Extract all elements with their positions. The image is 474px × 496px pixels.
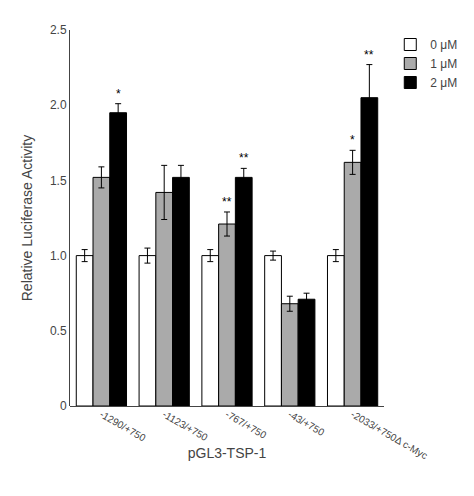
svg-text:*: *	[350, 133, 355, 147]
svg-text:2.0: 2.0	[50, 98, 67, 112]
svg-text:1.0: 1.0	[50, 249, 67, 263]
svg-text:-43/+750: -43/+750	[286, 409, 326, 439]
svg-text:**: **	[222, 195, 232, 209]
svg-text:-2033/+750Δ c-Myc: -2033/+750Δ c-Myc	[349, 409, 429, 462]
svg-text:**: **	[364, 48, 374, 62]
svg-text:*: *	[116, 87, 121, 101]
svg-text:pGL3-TSP-1: pGL3-TSP-1	[188, 445, 267, 461]
svg-text:1 μM: 1 μM	[430, 57, 457, 71]
svg-text:0: 0	[60, 399, 67, 413]
svg-text:-767/+750: -767/+750	[224, 409, 269, 441]
svg-text:2.5: 2.5	[50, 23, 67, 37]
svg-text:-1123/+750: -1123/+750	[161, 409, 210, 444]
svg-text:1.5: 1.5	[50, 174, 67, 188]
svg-text:Relative Luciferase Activity: Relative Luciferase Activity	[19, 135, 35, 302]
svg-text:2 μM: 2 μM	[430, 76, 457, 90]
svg-text:-1290/+750: -1290/+750	[98, 409, 148, 444]
svg-text:0 μM: 0 μM	[430, 38, 457, 52]
svg-text:0.5: 0.5	[50, 324, 67, 338]
svg-text:**: **	[239, 151, 249, 165]
